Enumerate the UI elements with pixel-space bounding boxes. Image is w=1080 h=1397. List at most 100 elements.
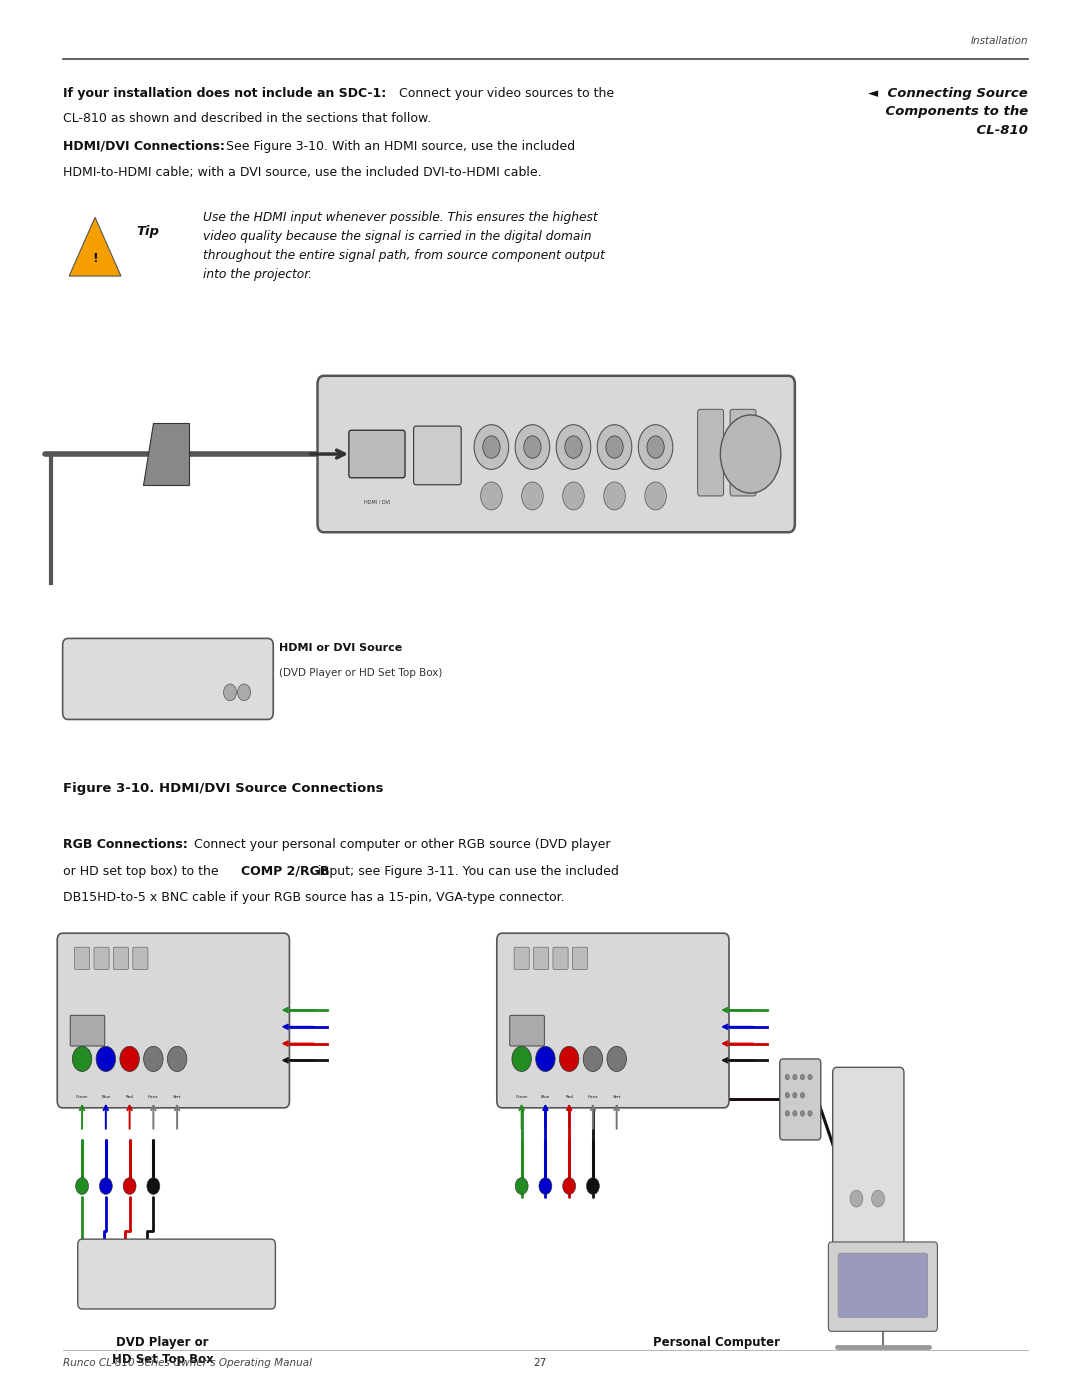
FancyBboxPatch shape: [113, 947, 129, 970]
FancyBboxPatch shape: [70, 1016, 105, 1046]
Text: Green: Green: [76, 1095, 89, 1099]
Circle shape: [559, 1046, 579, 1071]
Text: !: !: [92, 251, 98, 265]
Circle shape: [586, 1178, 599, 1194]
Circle shape: [120, 1046, 139, 1071]
Text: Vert: Vert: [612, 1095, 621, 1099]
Text: Personal Computer: Personal Computer: [652, 1336, 780, 1348]
Circle shape: [800, 1074, 805, 1080]
FancyBboxPatch shape: [414, 426, 461, 485]
Circle shape: [224, 685, 237, 701]
Circle shape: [793, 1074, 797, 1080]
Circle shape: [524, 436, 541, 458]
Circle shape: [512, 1046, 531, 1071]
Circle shape: [563, 1178, 576, 1194]
Text: DVD Player or
HD Set Top Box: DVD Player or HD Set Top Box: [111, 1336, 214, 1365]
Text: Connect your personal computer or other RGB source (DVD player: Connect your personal computer or other …: [190, 838, 610, 851]
FancyBboxPatch shape: [57, 933, 289, 1108]
Text: or HD set top box) to the: or HD set top box) to the: [63, 865, 222, 877]
Text: Figure 3-10. HDMI/DVI Source Connections: Figure 3-10. HDMI/DVI Source Connections: [63, 782, 383, 795]
FancyBboxPatch shape: [828, 1242, 937, 1331]
Circle shape: [606, 436, 623, 458]
FancyBboxPatch shape: [78, 1239, 275, 1309]
Circle shape: [604, 482, 625, 510]
FancyBboxPatch shape: [75, 947, 90, 970]
Circle shape: [96, 1046, 116, 1071]
FancyBboxPatch shape: [833, 1067, 904, 1246]
Circle shape: [556, 425, 591, 469]
FancyBboxPatch shape: [349, 430, 405, 478]
Text: Use the HDMI input whenever possible. This ensures the highest
video quality bec: Use the HDMI input whenever possible. Th…: [203, 211, 605, 281]
Circle shape: [536, 1046, 555, 1071]
Circle shape: [583, 1046, 603, 1071]
Text: input; see Figure 3-11. You can use the included: input; see Figure 3-11. You can use the …: [314, 865, 619, 877]
FancyBboxPatch shape: [838, 1253, 928, 1317]
FancyBboxPatch shape: [698, 409, 724, 496]
FancyBboxPatch shape: [730, 409, 756, 496]
Text: Red: Red: [125, 1095, 134, 1099]
Circle shape: [808, 1111, 812, 1116]
FancyBboxPatch shape: [514, 947, 529, 970]
Text: HDMI/DVI Connections:: HDMI/DVI Connections:: [63, 140, 225, 152]
Circle shape: [147, 1178, 160, 1194]
Text: Installation: Installation: [971, 36, 1028, 46]
FancyBboxPatch shape: [780, 1059, 821, 1140]
Text: RGB Connections:: RGB Connections:: [63, 838, 188, 851]
FancyBboxPatch shape: [94, 947, 109, 970]
FancyBboxPatch shape: [510, 1016, 544, 1046]
Text: Runco CL-810 Series Owner’s Operating Manual: Runco CL-810 Series Owner’s Operating Ma…: [63, 1358, 312, 1368]
Polygon shape: [143, 423, 189, 485]
Text: HDMI or DVI Source: HDMI or DVI Source: [279, 643, 402, 652]
Circle shape: [800, 1092, 805, 1098]
Text: Connect your video sources to the: Connect your video sources to the: [395, 87, 615, 99]
FancyBboxPatch shape: [572, 947, 588, 970]
Text: 27: 27: [534, 1358, 546, 1368]
FancyBboxPatch shape: [63, 638, 273, 719]
Text: ◄  Connecting Source
    Components to the
    CL-810: ◄ Connecting Source Components to the CL…: [867, 87, 1028, 137]
Circle shape: [238, 685, 251, 701]
Text: Vert: Vert: [173, 1095, 181, 1099]
Text: See Figure 3-10. With an HDMI source, use the included: See Figure 3-10. With an HDMI source, us…: [222, 140, 576, 152]
Text: DB15HD-to-5 x BNC cable if your RGB source has a 15-pin, VGA-type connector.: DB15HD-to-5 x BNC cable if your RGB sour…: [63, 891, 564, 904]
Circle shape: [793, 1092, 797, 1098]
Circle shape: [483, 436, 500, 458]
Circle shape: [720, 415, 781, 493]
Text: HDMI-to-HDMI cable; with a DVI source, use the included DVI-to-HDMI cable.: HDMI-to-HDMI cable; with a DVI source, u…: [63, 166, 541, 179]
Polygon shape: [69, 218, 121, 277]
Circle shape: [167, 1046, 187, 1071]
Circle shape: [785, 1092, 789, 1098]
Circle shape: [808, 1074, 812, 1080]
Circle shape: [607, 1046, 626, 1071]
Circle shape: [793, 1111, 797, 1116]
FancyBboxPatch shape: [534, 947, 549, 970]
Circle shape: [522, 482, 543, 510]
Text: COMP 2/RGB: COMP 2/RGB: [241, 865, 329, 877]
Text: Green: Green: [515, 1095, 528, 1099]
Text: Blue: Blue: [541, 1095, 550, 1099]
FancyBboxPatch shape: [497, 933, 729, 1108]
Circle shape: [481, 482, 502, 510]
Circle shape: [597, 425, 632, 469]
Text: CL-810 as shown and described in the sections that follow.: CL-810 as shown and described in the sec…: [63, 113, 431, 126]
Circle shape: [785, 1111, 789, 1116]
Circle shape: [515, 425, 550, 469]
Circle shape: [800, 1111, 805, 1116]
Circle shape: [144, 1046, 163, 1071]
FancyBboxPatch shape: [318, 376, 795, 532]
Circle shape: [72, 1046, 92, 1071]
Circle shape: [563, 482, 584, 510]
Circle shape: [638, 425, 673, 469]
Text: If your installation does not include an SDC-1:: If your installation does not include an…: [63, 87, 386, 99]
Circle shape: [872, 1190, 885, 1207]
Text: Tip: Tip: [136, 225, 159, 237]
Circle shape: [123, 1178, 136, 1194]
FancyBboxPatch shape: [553, 947, 568, 970]
Circle shape: [565, 436, 582, 458]
Circle shape: [515, 1178, 528, 1194]
Text: Red: Red: [565, 1095, 573, 1099]
Circle shape: [539, 1178, 552, 1194]
Circle shape: [76, 1178, 89, 1194]
Text: (DVD Player or HD Set Top Box): (DVD Player or HD Set Top Box): [279, 668, 442, 678]
Circle shape: [647, 436, 664, 458]
Text: Horiz: Horiz: [588, 1095, 598, 1099]
